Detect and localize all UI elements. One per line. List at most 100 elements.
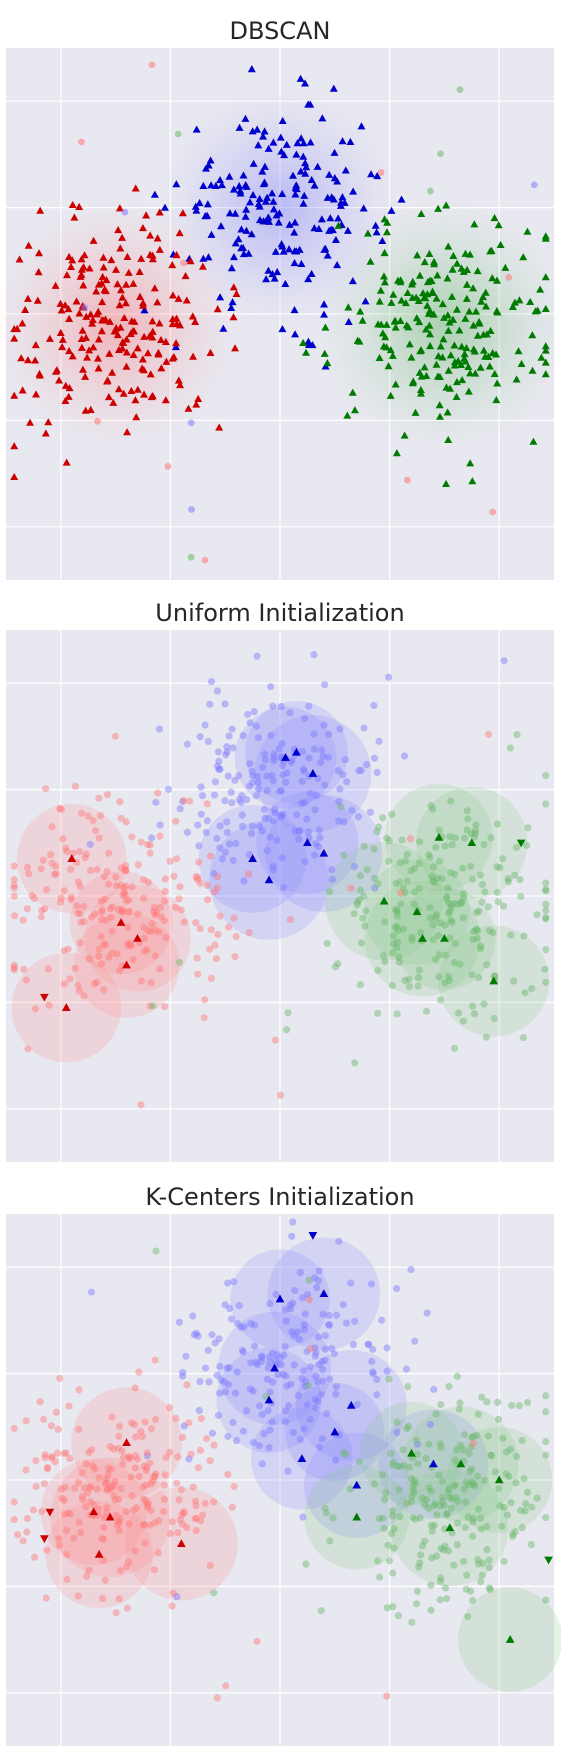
- data-point: [64, 1509, 72, 1517]
- core-point-marker: [346, 137, 355, 146]
- data-point: [183, 828, 191, 836]
- data-point: [194, 1464, 202, 1472]
- data-point: [113, 1521, 121, 1529]
- data-point: [151, 926, 159, 935]
- data-point: [66, 1510, 75, 1518]
- data-point: [399, 884, 407, 892]
- data-point: [36, 1398, 44, 1406]
- data-point: [41, 1451, 49, 1459]
- data-point: [150, 908, 158, 916]
- core-point-marker: [425, 276, 434, 284]
- data-point: [224, 1470, 232, 1479]
- data-point: [115, 1495, 123, 1504]
- data-point: [95, 1474, 103, 1482]
- data-point: [206, 945, 214, 953]
- data-point: [141, 947, 149, 955]
- data-point: [172, 1414, 180, 1423]
- data-point: [257, 1357, 266, 1366]
- data-point: [433, 1552, 441, 1560]
- data-point: [224, 772, 232, 780]
- core-point-marker: [383, 218, 392, 226]
- data-point: [542, 887, 550, 895]
- data-point: [247, 1359, 255, 1367]
- data-point: [315, 826, 323, 834]
- core-point-marker: [291, 330, 300, 338]
- data-point: [161, 1471, 169, 1479]
- center-marker: [292, 747, 301, 756]
- core-point-marker: [391, 380, 400, 388]
- core-point-marker: [278, 242, 287, 250]
- data-point: [469, 1515, 477, 1523]
- core-point-marker: [292, 184, 301, 193]
- data-point: [467, 1443, 475, 1451]
- core-point-marker: [191, 317, 200, 326]
- data-point: [337, 803, 345, 811]
- data-point: [469, 1439, 478, 1447]
- data-point: [316, 1443, 324, 1451]
- data-point: [375, 1573, 384, 1581]
- data-point: [143, 946, 151, 954]
- data-point: [382, 1489, 390, 1497]
- data-point: [442, 951, 450, 959]
- core-point-marker: [242, 226, 251, 234]
- data-point: [212, 955, 220, 963]
- data-point: [25, 870, 33, 878]
- core-point-marker: [56, 299, 65, 307]
- data-point: [310, 851, 319, 859]
- core-point-marker: [462, 343, 471, 352]
- core-point-marker: [249, 159, 258, 167]
- data-point: [155, 928, 163, 936]
- data-point: [258, 1460, 266, 1468]
- data-point: [516, 875, 524, 884]
- data-point: [298, 1294, 307, 1302]
- data-point: [533, 911, 541, 919]
- core-point-marker: [85, 264, 94, 272]
- data-point: [298, 748, 307, 756]
- data-point: [115, 1595, 123, 1603]
- core-point-marker: [207, 230, 216, 238]
- data-point: [388, 981, 396, 990]
- data-point: [523, 841, 531, 849]
- data-point: [459, 1017, 467, 1025]
- data-point: [156, 965, 164, 973]
- core-point-marker: [391, 323, 400, 331]
- data-point: [521, 989, 529, 997]
- data-point: [238, 1346, 247, 1354]
- data-point: [481, 1476, 489, 1484]
- data-point: [211, 1339, 219, 1347]
- core-point-marker: [78, 326, 87, 334]
- center-marker: [467, 838, 477, 847]
- data-point: [253, 1637, 261, 1645]
- core-point-marker: [171, 342, 180, 351]
- data-point: [408, 1618, 416, 1626]
- data-point: [102, 1479, 111, 1487]
- data-point: [322, 1509, 331, 1517]
- core-point-marker: [402, 321, 411, 329]
- data-point: [493, 1398, 502, 1406]
- data-point: [143, 1463, 151, 1472]
- data-point: [436, 1596, 444, 1604]
- core-point-marker: [241, 114, 250, 122]
- core-point-marker: [541, 304, 550, 313]
- data-point: [240, 1323, 248, 1331]
- data-point: [71, 782, 79, 790]
- core-point-marker: [182, 296, 191, 304]
- data-point: [489, 928, 497, 937]
- core-point-marker: [390, 317, 399, 325]
- data-point: [300, 1321, 308, 1329]
- data-point: [461, 1498, 470, 1506]
- noise-point: [188, 506, 195, 513]
- core-point-marker: [357, 122, 366, 130]
- core-point-marker: [231, 209, 240, 217]
- data-point: [444, 899, 453, 907]
- core-point-marker: [264, 266, 273, 274]
- data-point: [254, 779, 262, 787]
- core-point-marker: [64, 304, 73, 313]
- data-point: [494, 1415, 503, 1423]
- core-point-marker: [168, 261, 177, 269]
- data-point: [204, 1346, 212, 1354]
- noise-point: [174, 130, 182, 138]
- data-point: [403, 1500, 411, 1508]
- data-point: [286, 709, 294, 717]
- data-point: [210, 869, 218, 878]
